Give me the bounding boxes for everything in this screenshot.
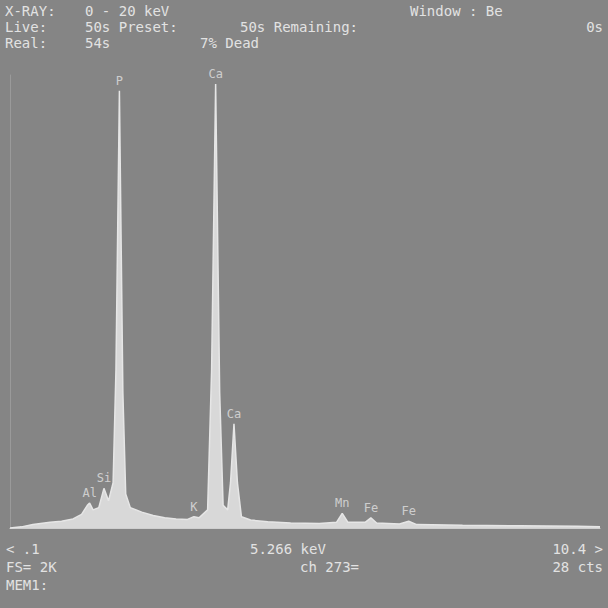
svg-text:0 - 20 keV: 0 - 20 keV [85, 3, 170, 19]
svg-text:7% Dead: 7% Dead [200, 35, 259, 51]
svg-text:X-RAY:: X-RAY: [5, 3, 56, 19]
svg-text:0s: 0s [586, 19, 603, 35]
svg-text:Ca: Ca [227, 407, 241, 421]
svg-text:ch 273=: ch 273= [300, 559, 359, 575]
svg-text:MEM1:: MEM1: [6, 577, 48, 593]
svg-text:54s: 54s [85, 35, 110, 51]
svg-text:10.4 >: 10.4 > [552, 541, 603, 557]
svg-text:50s Preset:: 50s Preset: [85, 19, 178, 35]
svg-text:5.266 keV: 5.266 keV [250, 541, 326, 557]
svg-text:Live:: Live: [5, 19, 47, 35]
svg-text:FS= 2K: FS= 2K [6, 559, 57, 575]
svg-text:Ca: Ca [208, 67, 222, 81]
svg-text:Fe: Fe [364, 501, 378, 515]
svg-text:Fe: Fe [401, 504, 415, 518]
svg-text:P: P [116, 74, 123, 88]
svg-text:Si: Si [97, 471, 111, 485]
svg-text:Window : Be: Window : Be [410, 3, 503, 19]
svg-text:50s Remaining:: 50s Remaining: [240, 19, 358, 35]
svg-text:Al: Al [82, 486, 96, 500]
svg-text:Real:: Real: [5, 35, 47, 51]
svg-text:K: K [190, 500, 198, 514]
svg-text:Mn: Mn [335, 496, 349, 510]
svg-text:28 cts: 28 cts [552, 559, 603, 575]
svg-text:< .1: < .1 [6, 541, 40, 557]
